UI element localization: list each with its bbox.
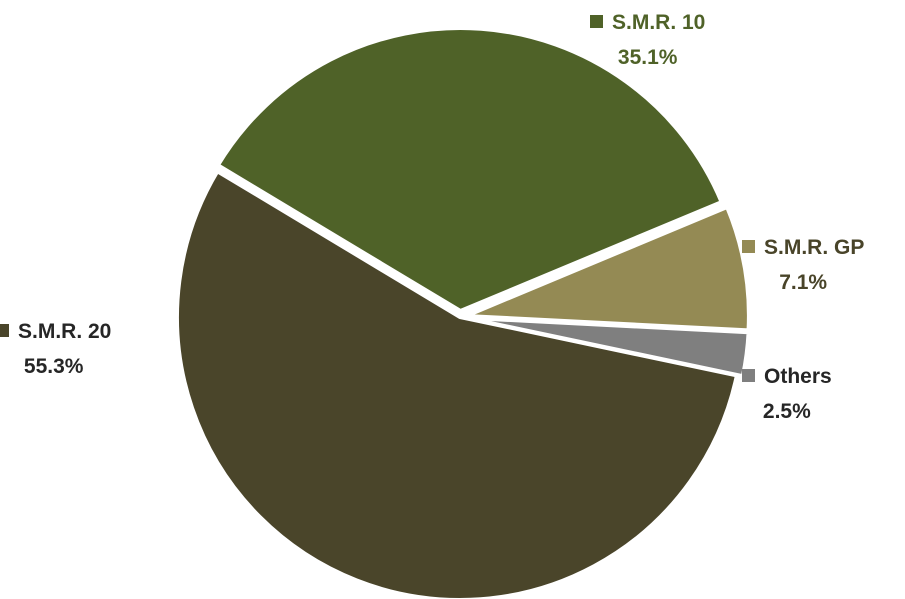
- pie-slice-s-m-r-gp: [463, 205, 751, 333]
- pie-slice-s-m-r-10: [215, 26, 724, 314]
- slice-name-s-m-r-gp: S.M.R. GP: [764, 236, 864, 259]
- legend-marker-s-m-r-20: [0, 324, 9, 337]
- slice-value-s-m-r-20: 55.3%: [24, 355, 84, 378]
- legend-marker-others: [742, 369, 755, 382]
- pie-slices: [175, 26, 751, 599]
- legend-marker-s-m-r-gp: [742, 240, 755, 253]
- slice-name-s-m-r-10: S.M.R. 10: [612, 11, 705, 34]
- pie-slice-s-m-r-20: [175, 169, 739, 599]
- slice-value-others: 2.5%: [763, 400, 811, 423]
- slice-name-others: Others: [764, 365, 832, 388]
- slice-value-s-m-r-gp: 7.1%: [779, 271, 827, 294]
- legend-marker-s-m-r-10: [590, 15, 603, 28]
- slice-name-s-m-r-20: S.M.R. 20: [18, 320, 111, 343]
- slice-value-s-m-r-10: 35.1%: [618, 46, 678, 69]
- slice-labels: S.M.R. 10 35.1% S.M.R. GP 7.1% Others 2.5% S.M…: [0, 11, 864, 423]
